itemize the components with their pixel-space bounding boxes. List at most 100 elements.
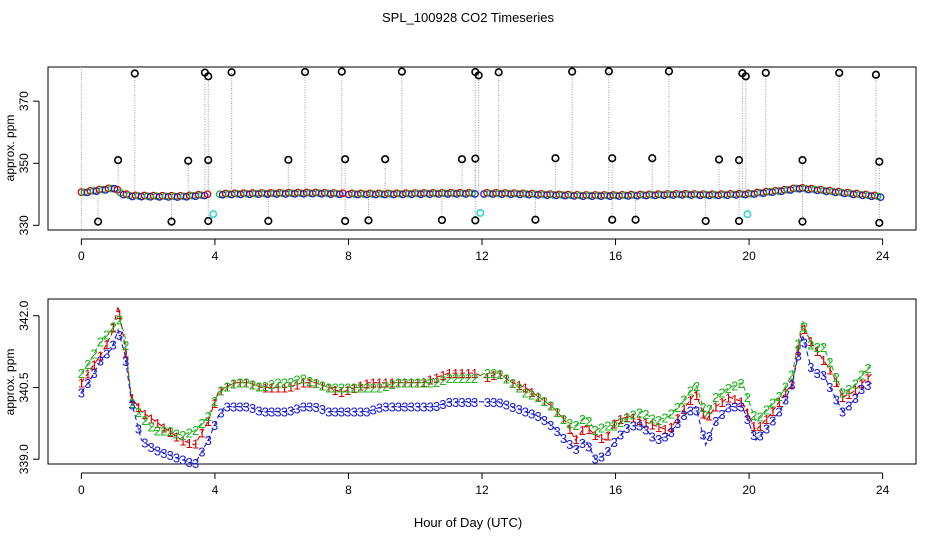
series-1-marker: 1 [465,366,472,381]
series-3-marker: 3 [630,419,637,434]
series-2-marker: 2 [224,379,231,394]
series-3-marker: 3 [90,366,97,381]
series-1-marker: 1 [560,412,567,427]
outliers-mid-marker [204,156,213,165]
bottom-x-tick-label: 8 [345,483,352,497]
series-3-marker: 3 [655,432,662,447]
series-2-marker: 2 [833,370,840,385]
outliers-high-marker [227,68,236,77]
series-1-marker: 1 [611,417,618,432]
outliers-high-marker [761,68,770,77]
series-1-marker: 1 [807,334,814,349]
series-2-marker: 2 [630,408,637,423]
series-3-marker: 3 [585,439,592,454]
series-3-marker: 3 [141,435,148,450]
outliers-mid-marker [875,157,884,166]
x-axis-label: Hour of Day (UTC) [414,515,522,530]
series-2-marker: 2 [268,377,275,392]
series-2-marker: 2 [179,428,186,443]
series-1-marker: 1 [344,383,351,398]
series-3-marker: 3 [693,403,700,418]
series-1-marker: 1 [90,358,97,373]
series-3-marker: 3 [338,404,345,419]
series-1-marker: 1 [186,436,193,451]
series-1-marker: 1 [192,437,199,452]
series-3-marker: 3 [135,422,142,437]
series-2-marker: 2 [699,400,706,415]
series-1-marker: 1 [325,381,332,396]
series-2-marker: 2 [103,328,110,343]
series-1-marker: 1 [395,376,402,391]
outliers-mid-marker [457,155,467,164]
series-3-marker: 3 [534,409,541,424]
series-2-marker: 2 [522,385,529,400]
series-3-marker: 3 [528,407,535,422]
series-2-marker: 2 [306,374,313,389]
outliers-high-marker [604,67,613,76]
series-3-marker: 3 [515,402,522,417]
series-3-marker: 3 [795,349,802,364]
series-2-marker: 2 [198,416,205,431]
series-2-marker: 2 [274,376,281,391]
series-2-marker: 2 [731,378,738,393]
series-3-marker: 3 [408,400,415,415]
series-1-marker: 1 [116,307,123,322]
series-2-marker: 2 [97,335,104,350]
outliers-low-marker [798,217,807,226]
outliers-high-marker [204,72,213,81]
series-3-marker: 3 [179,453,186,468]
series-2-marker: 2 [763,402,770,417]
series-2-marker: 2 [509,376,516,391]
series-2-marker: 2 [503,372,510,387]
top-x-tick-label: 0 [78,249,85,263]
bottom-x-tick-label: 16 [609,483,623,497]
series-2-marker: 2 [357,380,364,395]
series-3-marker: 3 [274,404,281,419]
series-3-marker: 3 [604,444,611,459]
series-2-marker: 2 [90,347,97,362]
outliers-high-marker [835,68,844,77]
series-3-marker: 3 [687,403,694,418]
series-1-marker: 1 [725,391,732,406]
series-3-marker: 3 [439,397,446,412]
outliers-high-marker [337,67,346,76]
series-3-marker: 3 [668,425,675,440]
series-3-marker: 3 [116,328,123,343]
series-2-marker: 2 [84,357,91,372]
series-1-marker: 1 [522,380,529,395]
series-1-marker: 1 [439,368,446,383]
series-3-marker: 3 [471,395,478,410]
series-2-marker: 2 [129,396,136,411]
top-x-tick-label: 8 [345,249,352,263]
series-2-marker: 2 [370,380,377,395]
series-1-marker: 1 [566,422,573,437]
series-1-marker: 1 [408,376,415,391]
series-2-marker: 2 [839,385,846,400]
series-1-marker: 1 [661,422,668,437]
series-2-marker: 2 [541,394,548,409]
top-plot-frame [47,66,917,231]
outliers-low-marker [531,215,540,224]
series-2-marker: 2 [249,377,256,392]
series-3-marker: 3 [858,382,865,397]
series-1-marker: 1 [148,411,155,426]
outliers-high-marker [741,72,750,81]
series-2-marker: 2 [858,368,865,383]
series-2-marker: 2 [192,423,199,438]
series-1-marker: 1 [370,376,377,391]
series-2-marker: 2 [351,380,358,395]
series-3-marker: 3 [319,402,326,417]
series-3-marker: 3 [287,404,294,419]
series-2-marker: 2 [604,419,611,434]
series-1-marker: 1 [249,377,256,392]
series-1-marker: 1 [427,373,434,388]
series-2-marker: 2 [566,416,573,431]
outliers-low-marker [93,217,103,226]
series-1-marker: 1 [814,344,821,359]
series-2-marker: 2 [807,337,814,352]
series-1-marker: 1 [141,407,148,422]
series-1-marker: 1 [845,387,852,402]
series-1-marker: 1 [262,380,269,395]
outliers-high-marker [300,67,310,77]
series-2-marker: 2 [408,376,415,391]
